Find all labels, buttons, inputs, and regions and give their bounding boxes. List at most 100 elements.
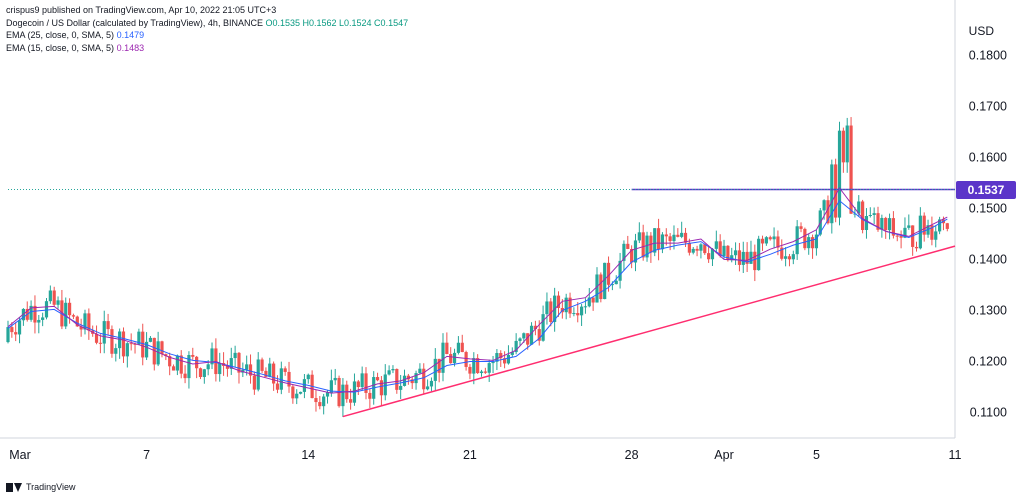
x-tick-label: 21 [463,448,477,462]
candle-body [903,227,907,238]
y-tick-label: 0.1100 [970,405,1007,419]
candle-body [614,280,618,285]
candle-body [837,130,842,218]
candle-body [726,245,730,261]
footer-brand-text: TradingView [26,482,76,492]
candle-body [699,244,703,251]
footer-brand[interactable]: TradingView [6,482,76,492]
candlestick-series [6,117,949,417]
price-axis: 0.1800 0.1700 0.1600 0.1500 0.1400 0.1300 0.12… [969,48,1007,419]
candle-body [934,231,938,240]
currency-label[interactable]: USD [968,24,994,38]
candle-body [918,215,922,249]
candle-body [129,343,133,345]
ema15-value: 0.1483 [116,42,145,53]
candle-body [776,236,780,248]
x-tick-label: Mar [9,448,31,462]
candle-body [545,301,549,315]
candle-body [79,326,83,330]
candle-body [87,313,91,331]
candle-body [33,305,37,323]
candle-body [549,301,553,322]
y-tick-label: 0.1500 [969,201,1007,215]
candle-body [680,232,684,237]
candle-body [121,331,126,357]
candle-body [171,366,176,371]
candle-body [656,228,661,250]
candle-body [784,256,788,259]
ema25-value: 0.1479 [116,30,145,40]
candle-body [387,370,391,375]
candle-body [660,234,665,250]
x-tick-label: 28 [625,448,639,462]
candle-body [668,236,672,242]
candle-body [845,125,849,163]
candle-body [168,356,172,367]
candle-body [41,317,45,320]
candle-body [364,373,368,393]
candle-body [64,302,68,327]
candle-body [37,319,41,323]
candle-body [618,260,622,281]
candle-body [29,305,33,320]
candle-body [633,240,638,263]
candle-body [248,364,253,376]
candle-body [733,250,738,256]
x-tick-label: 14 [301,448,315,462]
symbol-line: Dogecoin / US Dollar (calculated by Trad… [6,17,408,30]
candle-body [318,402,322,407]
candle-body [764,237,768,244]
candle-body [541,314,545,341]
candle-body [799,226,803,229]
candle-body [857,201,861,214]
y-tick-label: 0.1800 [969,48,1007,62]
candle-body [252,375,256,390]
x-tick-label: Apr [714,448,733,462]
candle-body [822,200,826,211]
ohlc-values: O0.1535 H0.1562 L0.1524 C0.1547 [265,17,409,28]
candle-body [760,238,765,244]
candle-body [653,228,657,253]
candle-body [683,232,688,243]
candle-body [922,215,926,235]
candle-body [476,358,480,374]
candle-body [691,248,695,253]
candle-body [114,348,118,354]
candle-body [60,300,64,327]
candle-body [275,383,280,390]
candle-body [514,340,518,353]
candle-body [506,354,511,364]
candle-body [391,368,395,371]
candle-body [418,368,422,374]
candle-body [895,235,899,237]
candle-body [175,355,179,371]
candle-body [260,359,264,371]
candle-body [526,333,530,345]
candle-body [445,342,449,355]
candle-body [399,385,403,390]
time-axis: Mar 7 14 21 28 Apr 5 11 [9,448,961,462]
candle-body [10,327,14,333]
candle-body [703,244,707,254]
chart-legend: crispus9 published on TradingView.com, A… [6,4,408,54]
candle-body [814,234,819,249]
candle-body [499,353,503,359]
candle-body [710,248,715,260]
candle-body [94,333,99,343]
candle-body [807,237,811,249]
candle-body [141,331,145,358]
candle-body [768,237,772,240]
candle-body [110,329,114,354]
candle-body [483,371,487,373]
candle-body [441,342,445,373]
candle-body [780,247,784,259]
candle-body [749,251,753,264]
candle-body [44,301,49,318]
candle-body [591,297,595,303]
candle-body [491,361,495,364]
publisher-line: crispus9 published on TradingView.com, A… [6,5,277,15]
candle-body [272,363,276,384]
candle-body [14,332,18,335]
candle-body [753,251,757,271]
